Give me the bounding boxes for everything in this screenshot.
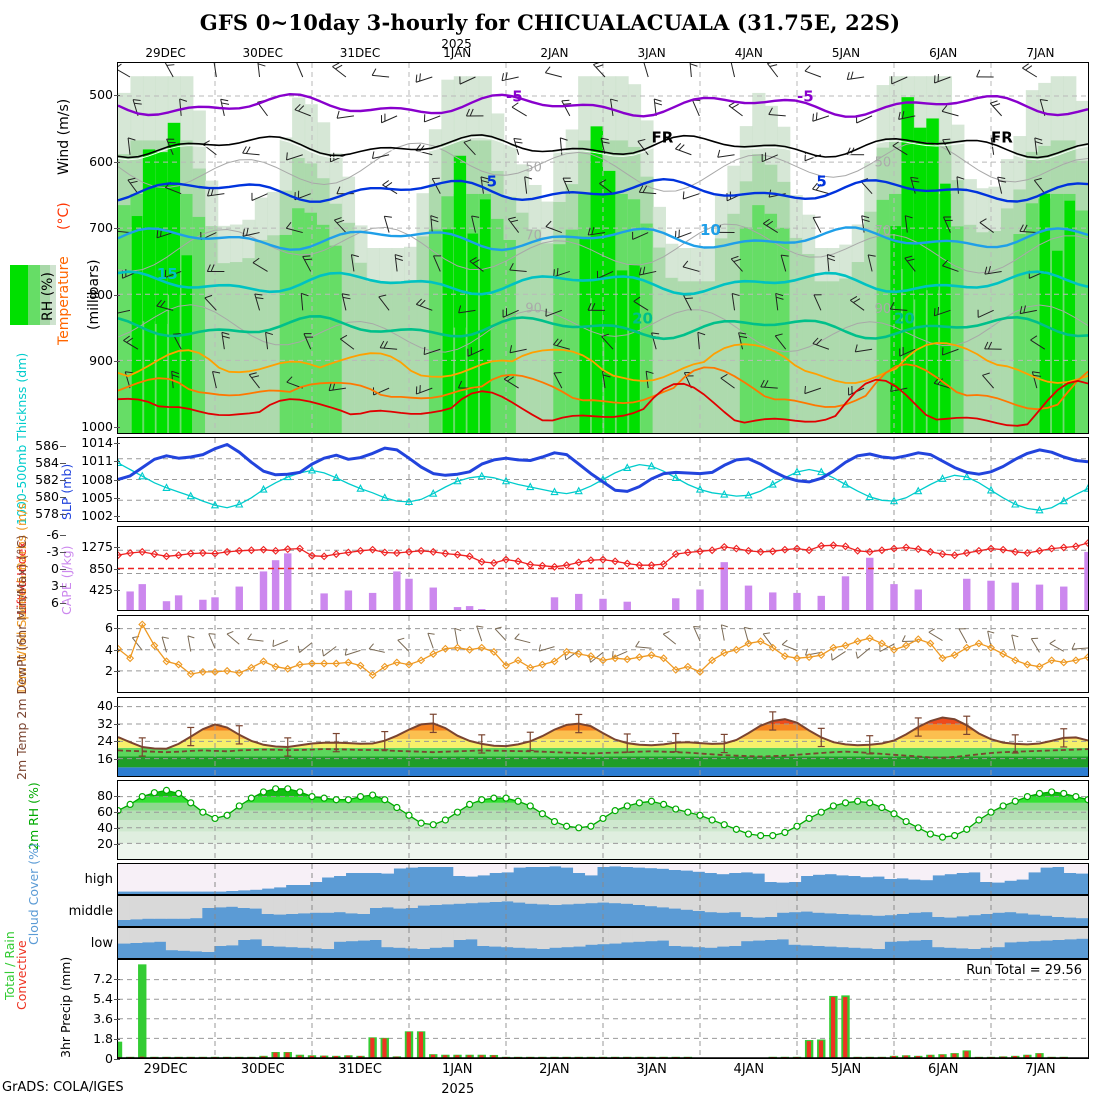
x-tick-30dec: 30DEC [242, 46, 284, 60]
temp2m-panel[interactable] [117, 697, 1089, 777]
x-tick-5jan: 5JAN [830, 1062, 862, 1077]
x-tick-1jan: 1JAN [441, 1062, 473, 1077]
slp-thickness-panel[interactable] [117, 437, 1089, 522]
cloud-row-label-low: low [90, 936, 113, 951]
bottom-x-axis: 29DEC 30DEC 31DEC 1JAN 2JAN 3JAN 4JAN 5JAN 6JAN 7… [0, 1062, 1100, 1080]
precip-ylabel: 3hr Precip (mm) [58, 956, 73, 1058]
cloud-middle-plot [118, 896, 1088, 926]
cloud-high-plot [118, 864, 1088, 894]
x-tick-5jan: 5JAN [831, 46, 861, 60]
cloud-row-label-high: high [84, 872, 113, 887]
x-tick-4jan: 4JAN [734, 46, 763, 60]
rh2m-panel[interactable] [117, 780, 1089, 860]
x-tick-30dec: 30DEC [240, 1062, 285, 1077]
bottom-year-label: 2025 [441, 1082, 475, 1097]
svg-text:50: 50 [875, 155, 892, 170]
slp-thickness-plot [118, 438, 1088, 521]
cloud-row-label-middle: middle [68, 904, 113, 919]
x-tick-3jan: 3JAN [636, 1062, 667, 1077]
svg-text:10: 10 [700, 221, 721, 239]
wind10m-panel[interactable] [117, 615, 1089, 693]
svg-text:5: 5 [816, 173, 826, 191]
rh-legend-swatch: RH (%) [10, 265, 56, 325]
svg-text:90: 90 [875, 302, 892, 317]
cloud-middle-panel[interactable] [117, 895, 1089, 927]
svg-text:20: 20 [632, 310, 653, 328]
svg-text:90: 90 [525, 302, 542, 317]
li-cape-panel[interactable] [117, 526, 1089, 611]
svg-text:50: 50 [525, 160, 542, 175]
x-tick-31dec: 31DEC [338, 1062, 382, 1077]
cloud-low-plot [118, 928, 1088, 958]
precip-plot [118, 960, 1088, 1058]
svg-text:-5: -5 [506, 88, 523, 106]
page-title: GFS 0~10day 3-hourly for CHICUALACUALA (… [199, 10, 901, 35]
credit-label: GrADS: COLA/IGES [2, 1080, 124, 1095]
svg-text:20: 20 [894, 310, 915, 328]
svg-text:FR: FR [652, 128, 674, 146]
temp2m-plot [118, 698, 1088, 776]
precip-panel[interactable]: Run Total = 29.56 [117, 959, 1089, 1059]
svg-text:FR: FR [991, 128, 1013, 146]
upper-air-panel[interactable]: 50 50 70 70 90 90 -5 -5 FR FR 5 5 10 15 20 20 [117, 62, 1089, 434]
x-tick-4jan: 4JAN [733, 1062, 765, 1077]
x-tick-1jan: 1JAN [443, 46, 472, 60]
x-tick-7jan: 7JAN [1025, 1062, 1056, 1077]
x-tick-31dec: 31DEC [339, 46, 381, 60]
rh2m-plot [118, 781, 1088, 859]
svg-text:-5: -5 [797, 88, 814, 106]
x-tick-3jan: 3JAN [637, 46, 666, 60]
svg-text:15: 15 [157, 265, 178, 283]
x-tick-2jan: 2JAN [540, 46, 569, 60]
x-tick-6jan: 6JAN [927, 1062, 959, 1077]
x-tick-6jan: 6JAN [929, 46, 958, 60]
precip-convective-label: Convective [14, 940, 29, 1010]
li-cape-plot [118, 527, 1088, 610]
cloud-high-panel[interactable] [117, 863, 1089, 895]
cloud-low-panel[interactable] [117, 927, 1089, 959]
wind10m-plot [118, 616, 1088, 692]
top-x-axis: 29DEC 30DEC 31DEC 1JAN 2JAN 3JAN 4JAN 5JAN 6JAN 7… [0, 46, 1100, 62]
x-tick-2jan: 2JAN [539, 1062, 570, 1077]
x-tick-29dec: 29DEC [145, 46, 186, 60]
x-tick-29dec: 29DEC [143, 1062, 188, 1077]
x-tick-7jan: 7JAN [1026, 46, 1055, 60]
top-year-label: 2025 [441, 37, 472, 51]
svg-text:5: 5 [487, 173, 497, 191]
run-total-label: Run Total = 29.56 [966, 963, 1082, 978]
